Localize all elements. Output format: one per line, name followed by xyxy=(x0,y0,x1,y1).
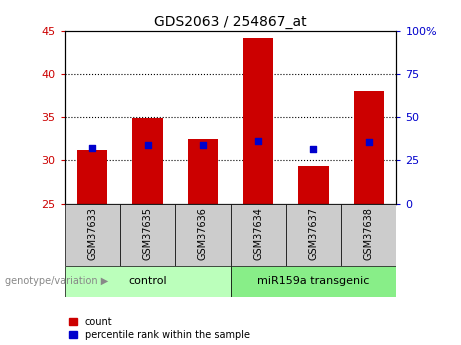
Bar xyxy=(354,91,384,204)
Bar xyxy=(77,150,107,204)
Text: GSM37636: GSM37636 xyxy=(198,207,208,259)
Point xyxy=(144,142,151,148)
Bar xyxy=(298,166,329,204)
Text: genotype/variation ▶: genotype/variation ▶ xyxy=(5,276,108,286)
Bar xyxy=(341,204,396,266)
Point xyxy=(199,142,207,148)
Bar xyxy=(188,139,218,204)
Bar xyxy=(286,204,341,266)
Point xyxy=(254,138,262,144)
Point xyxy=(89,146,96,151)
Text: control: control xyxy=(128,276,167,286)
Point xyxy=(365,139,372,145)
Bar xyxy=(175,204,230,266)
Text: GSM37635: GSM37635 xyxy=(142,207,153,260)
Bar xyxy=(65,266,230,297)
Bar xyxy=(230,266,396,297)
Text: GSM37638: GSM37638 xyxy=(364,207,374,259)
Bar xyxy=(230,204,286,266)
Title: GDS2063 / 254867_at: GDS2063 / 254867_at xyxy=(154,14,307,29)
Text: GSM37634: GSM37634 xyxy=(253,207,263,259)
Bar xyxy=(120,204,175,266)
Text: GSM37637: GSM37637 xyxy=(308,207,319,260)
Text: GSM37633: GSM37633 xyxy=(87,207,97,259)
Bar xyxy=(65,204,120,266)
Bar xyxy=(132,118,163,204)
Legend: count, percentile rank within the sample: count, percentile rank within the sample xyxy=(70,317,250,340)
Bar xyxy=(243,38,273,204)
Point xyxy=(310,146,317,152)
Text: miR159a transgenic: miR159a transgenic xyxy=(257,276,370,286)
